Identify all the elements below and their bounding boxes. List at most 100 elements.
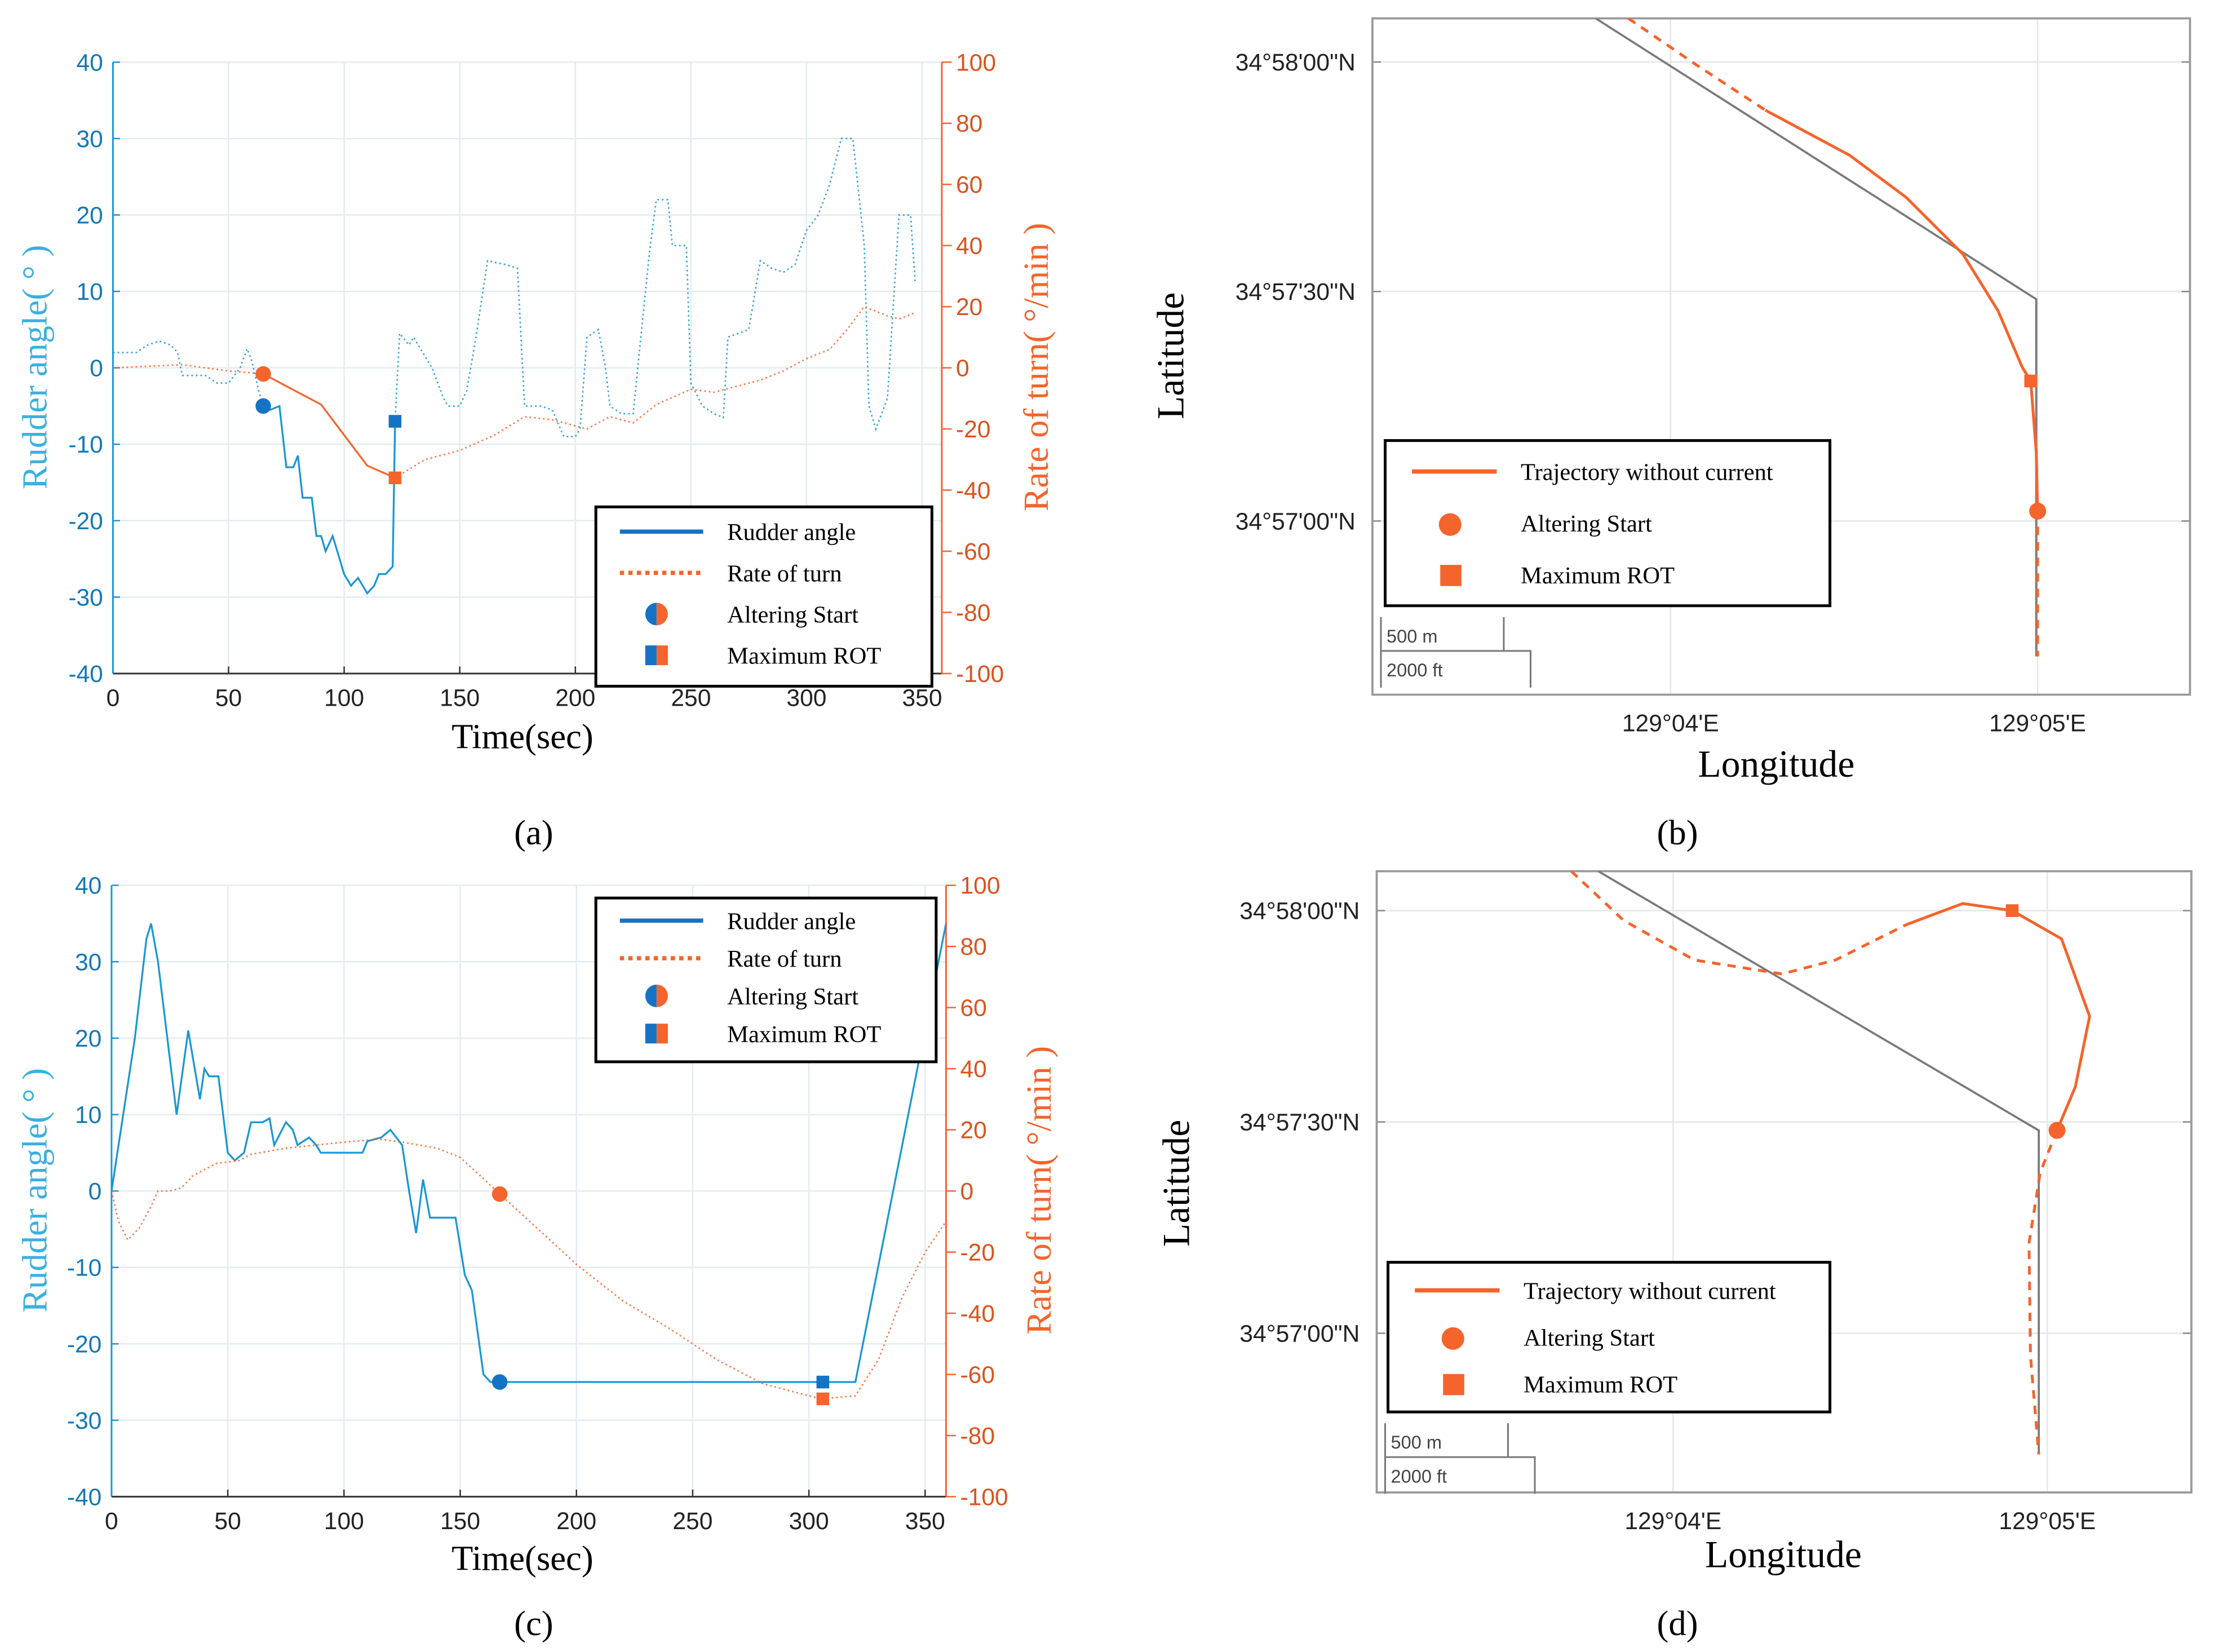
longitude-tick-label: 129°04'E [1622,710,1719,737]
y-right-tick-label: 100 [960,872,1000,900]
maximum-rot-rudder-marker [816,1375,830,1389]
altering-start-marker [2048,1122,2066,1139]
y-right-tick-label: -80 [956,600,991,627]
x-axis-title: Longitude [1698,743,1854,785]
x-tick-label: 350 [905,1508,945,1535]
scale-bar: 500 m 2000 ft [1384,1423,1536,1494]
altering-start-rot-marker [491,1186,508,1202]
legend-label: Altering Start [727,602,858,628]
y-left-tick-label: 0 [90,355,103,382]
y-left-tick-label: -40 [67,1483,102,1511]
map-lines [1595,18,2039,657]
legend-maximum-rot-icon [645,645,657,666]
trajectory-line-dashed [2027,1130,2058,1455]
x-tick-label: 200 [556,1508,596,1535]
legend-label: Altering Start [727,984,858,1010]
y-left-tick-label: 30 [75,949,101,976]
x-tick-label: 350 [902,685,942,712]
x-axis-title: Time(sec) [451,717,594,756]
legend-altering-start-icon [656,603,668,626]
map-panel-b: 129°04'E 129°05'E 34°57'00"N 34°57'30"N 34°5… [1149,17,2191,852]
map-frame [1375,870,2193,1494]
y-left-tick-label: 10 [75,1102,101,1129]
rudder-angle-line-dotted [113,340,264,406]
legend-label: Altering Start [1524,1325,1655,1351]
rate-of-turn-line-dotted [395,305,916,479]
y-right-tick-label: 100 [956,49,996,76]
y-right-tick-label: -20 [960,1239,995,1266]
latitude-tick-label: 34°57'00"N [1236,508,1356,535]
legend: Rudder angle Rate of turn Altering Start Ma… [594,896,938,1064]
y-left-tick-label: -20 [67,1331,102,1358]
y-left-tick-label: -40 [68,661,103,688]
trajectory-line-dashed [1627,18,1766,112]
x-tick-label: 250 [671,685,711,712]
altering-start-rudder-marker [491,1374,508,1390]
legend-altering-start-icon [645,603,657,626]
x-tick-label: 100 [324,685,364,712]
legend: Trajectory without current Altering Start… [1387,1261,1832,1414]
maximum-rot-rudder-marker [388,415,402,428]
y-right-tick-label: -100 [956,661,1004,688]
legend-maximum-rot-icon [645,1024,657,1044]
y-left-tick-label: 40 [76,49,103,76]
y-right-tick-label: 20 [956,294,982,321]
map-lines [1570,871,2091,1455]
latitude-tick-label: 34°57'00"N [1239,1321,1360,1348]
x-tick-label: 150 [440,1508,480,1535]
legend-label: Rate of turn [727,560,842,587]
altering-start-marker [2029,502,2047,520]
legend-label: Trajectory without current [1521,459,1773,486]
y-right-tick-label: 20 [960,1117,986,1144]
legend-altering-start-icon [1441,1327,1464,1350]
y-right-tick-label: -100 [960,1483,1008,1511]
latitude-tick-label: 34°58'00"N [1239,898,1360,925]
y-left-tick-label: 30 [76,126,103,153]
legend-label: Rudder angle [727,908,856,934]
trajectory-line-solid [1764,109,2039,511]
latitude-tick-label: 34°58'00"N [1236,49,1356,76]
planned-route-line [1597,871,2040,1455]
legend-maximum-rot-icon [1440,565,1462,586]
y-left-tick-label: 40 [75,872,101,900]
x-tick-label: 0 [105,1508,118,1535]
legend-label: Maximum ROT [1521,563,1675,589]
longitude-tick-label: 129°05'E [1999,1508,2096,1535]
y-left-axis-title: Rudder angle( ° ) [15,245,55,490]
y-left-axis-title: Rudder angle( ° ) [15,1068,55,1313]
x-tick-label: 50 [215,685,242,712]
y-axis-title: Latitude [1155,1120,1197,1247]
panel-caption: (b) [1657,813,1698,852]
y-left-tick-label: 20 [76,202,103,229]
y-right-tick-label: 0 [956,355,969,382]
y-right-tick-label: -80 [960,1423,995,1450]
legend-label: Rudder angle [727,519,856,546]
y-right-tick-label: -60 [960,1362,995,1389]
longitude-tick-label: 129°04'E [1624,1508,1721,1535]
legend-maximum-rot-icon [656,645,668,666]
series-group [111,923,946,1400]
x-tick-label: 100 [324,1508,364,1535]
x-axis-title: Time(sec) [451,1539,594,1578]
legend-maximum-rot-icon [1443,1374,1464,1396]
rudder-angle-line-solid [111,923,946,1383]
y-left-tick-label: -30 [68,584,103,611]
y-right-tick-label: 60 [956,171,982,198]
rate-of-turn-line-dotted [113,364,264,375]
y-axis-title: Latitude [1149,293,1192,419]
y-right-tick-label: 80 [960,933,986,960]
map-panel-d: 129°04'E 129°05'E 34°57'00"N 34°57'30"N 34°5… [1155,870,2193,1643]
scale-bar: 500 m 2000 ft [1380,617,1532,688]
x-tick-label: 0 [107,685,120,712]
legend-altering-start-icon [656,984,668,1007]
altering-start-rudder-marker [255,398,271,414]
scale-bar-metric-label: 500 m [1391,1432,1442,1452]
y-right-tick-label: 60 [960,995,986,1022]
x-tick-label: 200 [555,685,595,712]
scale-bar-imperial-label: 2000 ft [1391,1466,1447,1486]
trajectory-line-solid [1906,902,2091,1131]
y-right-tick-label: 0 [960,1178,973,1205]
legend: Trajectory without current Altering Start… [1384,439,1832,608]
y-right-tick-label: -40 [956,477,991,504]
